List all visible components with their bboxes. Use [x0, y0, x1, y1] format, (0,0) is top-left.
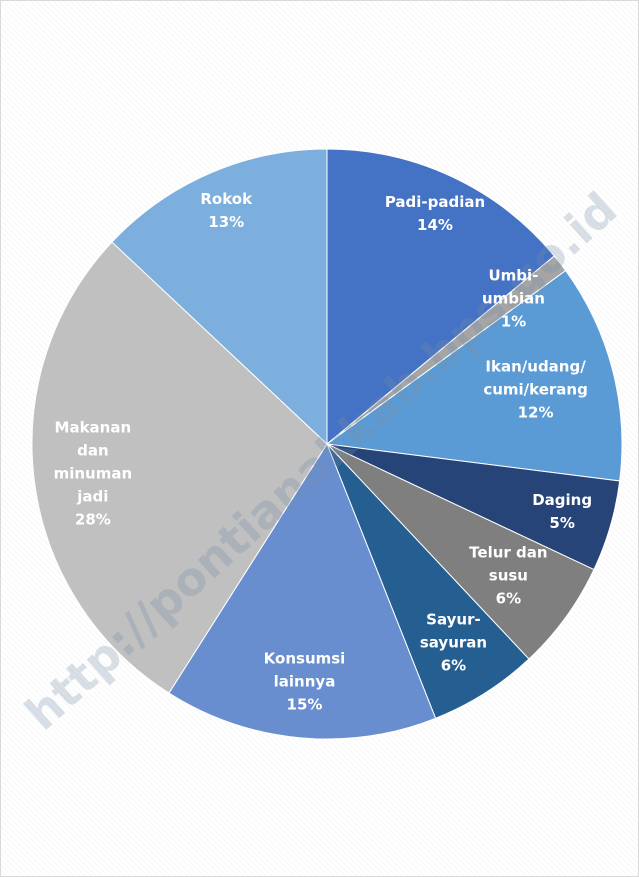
category-label: Umbi- umbian	[481, 266, 545, 308]
value-label: 13%	[208, 213, 245, 232]
category-label: Padi-padian	[384, 193, 486, 212]
slice-label: Makanan dan minuman jadi 28%	[54, 416, 133, 531]
slice-label: Konsumsi lainnya 15%	[264, 647, 346, 716]
value-label: 28%	[74, 510, 111, 529]
value-label: 14%	[417, 216, 453, 235]
category-label: Makanan dan minuman jadi	[53, 418, 133, 506]
slice-label: Umbi- umbian 1%	[482, 265, 545, 334]
pie-slice	[111, 148, 328, 446]
value-label: 15%	[286, 695, 323, 714]
pie-slice	[325, 269, 623, 482]
slice-label: Sayur- sayuran 6%	[420, 609, 487, 678]
pie-slice	[168, 442, 437, 740]
value-label: 1%	[500, 312, 527, 331]
slice-label: Rokok 13%	[200, 188, 252, 234]
category-label: Rokok	[200, 190, 253, 209]
category-label: Konsumsi lainnya	[263, 649, 346, 691]
slice-label: Padi-padian 14%	[385, 191, 485, 237]
slice-label: Daging 5%	[532, 489, 592, 535]
category-label: Ikan/udang/ cumi/kerang	[483, 357, 588, 399]
slice-label: Telur dan susu 6%	[469, 541, 547, 610]
slice-label: Ikan/udang/ cumi/kerang 12%	[483, 356, 588, 425]
category-label: Telur dan susu	[469, 543, 548, 585]
value-label: 6%	[495, 589, 522, 608]
value-label: 5%	[549, 514, 575, 533]
pie-slice	[326, 148, 556, 446]
value-label: 12%	[517, 403, 554, 422]
value-label: 6%	[440, 656, 467, 675]
category-label: Sayur- sayuran	[419, 610, 488, 652]
pie-slice	[31, 241, 328, 694]
category-label: Daging	[532, 491, 593, 510]
